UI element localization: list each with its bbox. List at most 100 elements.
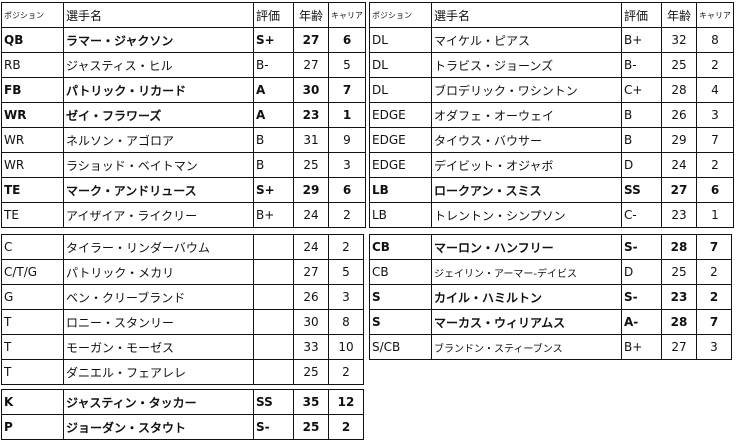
position-cell[interactable]: K <box>1 389 64 415</box>
position-cell[interactable]: TE <box>1 202 64 228</box>
player-name-cell[interactable]: モーガン・モーゼス <box>63 334 254 360</box>
position-cell[interactable]: WR <box>1 102 64 128</box>
career-cell[interactable]: 2 <box>328 234 364 260</box>
player-name-cell[interactable]: トラビス・ジョーンズ <box>431 52 622 78</box>
position-cell[interactable]: LB <box>369 202 432 228</box>
career-cell[interactable]: 7 <box>696 127 734 153</box>
player-name-cell[interactable]: アイザイア・ライクリー <box>63 202 254 228</box>
position-cell[interactable]: LB <box>369 177 432 203</box>
career-cell[interactable]: 2 <box>696 284 732 310</box>
grade-cell[interactable]: S- <box>621 284 662 310</box>
career-cell[interactable]: 9 <box>328 127 366 153</box>
career-cell[interactable]: 7 <box>696 309 732 335</box>
grade-cell[interactable]: S+ <box>253 177 294 203</box>
player-name-cell[interactable]: ラマー・ジャクソン <box>63 27 254 53</box>
position-cell[interactable]: T <box>1 309 64 335</box>
player-name-cell[interactable]: カイル・ハミルトン <box>431 284 622 310</box>
grade-cell[interactable]: B- <box>253 52 294 78</box>
career-cell[interactable]: 7 <box>328 77 366 103</box>
career-cell[interactable]: 2 <box>328 414 364 440</box>
age-cell[interactable]: 30 <box>293 77 329 103</box>
position-cell[interactable]: T <box>1 359 64 385</box>
position-cell[interactable]: EDGE <box>369 152 432 178</box>
player-name-cell[interactable]: デイビット・オジャボ <box>431 152 622 178</box>
player-name-cell[interactable]: ネルソン・アゴロア <box>63 127 254 153</box>
player-name-cell[interactable]: ジャスティス・ヒル <box>63 52 254 78</box>
career-cell[interactable]: 7 <box>696 234 732 260</box>
age-cell[interactable]: 26 <box>661 102 697 128</box>
header-age[interactable]: 年齢 <box>661 2 697 28</box>
career-cell[interactable]: 3 <box>328 152 366 178</box>
age-cell[interactable]: 23 <box>661 202 697 228</box>
age-cell[interactable]: 29 <box>293 177 329 203</box>
grade-cell[interactable]: B <box>253 152 294 178</box>
position-cell[interactable]: EDGE <box>369 127 432 153</box>
age-cell[interactable]: 28 <box>661 309 697 335</box>
career-cell[interactable]: 10 <box>328 334 364 360</box>
age-cell[interactable]: 32 <box>661 27 697 53</box>
age-cell[interactable]: 28 <box>661 77 697 103</box>
position-cell[interactable]: WR <box>1 127 64 153</box>
position-cell[interactable]: QB <box>1 27 64 53</box>
grade-cell[interactable]: S- <box>253 414 294 440</box>
age-cell[interactable]: 24 <box>293 202 329 228</box>
age-cell[interactable]: 29 <box>661 127 697 153</box>
player-name-cell[interactable]: ブロデリック・ワシントン <box>431 77 622 103</box>
position-cell[interactable]: FB <box>1 77 64 103</box>
career-cell[interactable]: 2 <box>696 259 732 285</box>
age-cell[interactable]: 24 <box>661 152 697 178</box>
grade-cell[interactable] <box>253 309 294 335</box>
age-cell[interactable]: 25 <box>661 259 697 285</box>
career-cell[interactable]: 8 <box>328 309 364 335</box>
career-cell[interactable]: 12 <box>328 389 364 415</box>
position-cell[interactable]: S <box>369 309 432 335</box>
age-cell[interactable]: 25 <box>293 152 329 178</box>
player-name-cell[interactable]: ラショッド・ベイトマン <box>63 152 254 178</box>
player-name-cell[interactable]: ジャスティン・タッカー <box>63 389 254 415</box>
age-cell[interactable]: 27 <box>661 177 697 203</box>
player-name-cell[interactable]: マーカス・ウィリアムス <box>431 309 622 335</box>
age-cell[interactable]: 25 <box>661 52 697 78</box>
grade-cell[interactable]: SS <box>253 389 294 415</box>
grade-cell[interactable]: S- <box>621 234 662 260</box>
position-cell[interactable]: C <box>1 234 64 260</box>
career-cell[interactable]: 5 <box>328 259 364 285</box>
career-cell[interactable]: 6 <box>328 27 366 53</box>
age-cell[interactable]: 25 <box>293 359 329 385</box>
career-cell[interactable]: 3 <box>696 334 732 360</box>
career-cell[interactable]: 3 <box>328 284 364 310</box>
header-grade[interactable]: 評価 <box>253 2 294 28</box>
grade-cell[interactable]: B- <box>621 52 662 78</box>
career-cell[interactable]: 3 <box>696 102 734 128</box>
career-cell[interactable]: 5 <box>328 52 366 78</box>
header-name[interactable]: 選手名 <box>63 2 254 28</box>
career-cell[interactable]: 1 <box>328 102 366 128</box>
grade-cell[interactable]: C+ <box>621 77 662 103</box>
grade-cell[interactable] <box>253 284 294 310</box>
player-name-cell[interactable]: ジェイリン・アーマー-デイビス <box>431 259 622 285</box>
player-name-cell[interactable]: タイラー・リンダーバウム <box>63 234 254 260</box>
header-career[interactable]: キャリア <box>328 2 366 28</box>
career-cell[interactable]: 2 <box>328 359 364 385</box>
career-cell[interactable]: 2 <box>696 52 734 78</box>
position-cell[interactable]: CB <box>369 234 432 260</box>
career-cell[interactable]: 2 <box>328 202 366 228</box>
age-cell[interactable]: 23 <box>661 284 697 310</box>
position-cell[interactable]: T <box>1 334 64 360</box>
grade-cell[interactable]: C- <box>621 202 662 228</box>
player-name-cell[interactable]: パトリック・メカリ <box>63 259 254 285</box>
player-name-cell[interactable]: ベン・クリーブランド <box>63 284 254 310</box>
grade-cell[interactable]: B <box>621 102 662 128</box>
career-cell[interactable]: 2 <box>696 152 734 178</box>
header-name[interactable]: 選手名 <box>431 2 622 28</box>
player-name-cell[interactable]: ジョーダン・スタウト <box>63 414 254 440</box>
position-cell[interactable]: P <box>1 414 64 440</box>
grade-cell[interactable] <box>253 259 294 285</box>
position-cell[interactable]: DL <box>369 77 432 103</box>
grade-cell[interactable] <box>253 334 294 360</box>
career-cell[interactable]: 8 <box>696 27 734 53</box>
age-cell[interactable]: 27 <box>661 334 697 360</box>
position-cell[interactable]: EDGE <box>369 102 432 128</box>
position-cell[interactable]: S/CB <box>369 334 432 360</box>
grade-cell[interactable]: B <box>621 127 662 153</box>
